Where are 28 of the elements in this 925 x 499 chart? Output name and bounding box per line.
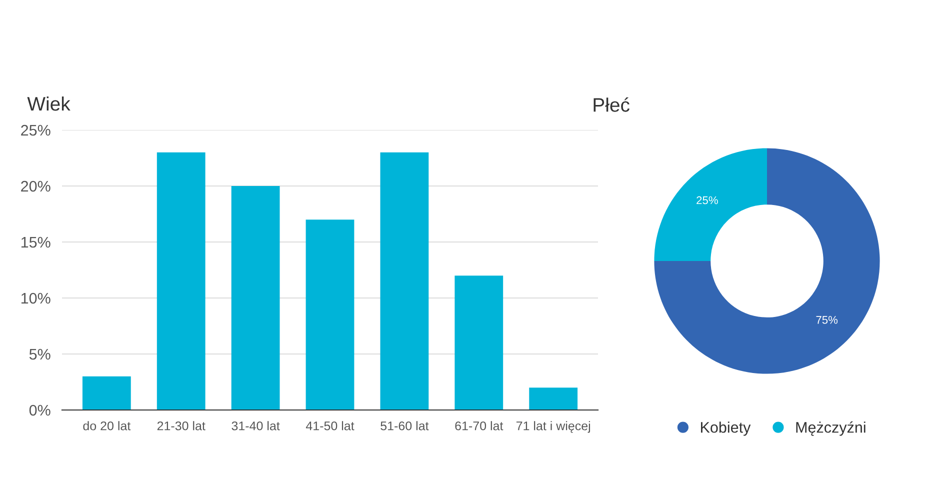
data-label: 25% — [696, 196, 718, 204]
legend-label: Kobiety — [701, 422, 751, 436]
y-tick-label: 25% — [21, 124, 50, 136]
chart-title: Wiek — [27, 96, 70, 111]
x-tick-label: 71 lat i więcej — [516, 421, 590, 433]
bar — [231, 186, 280, 410]
bar — [82, 376, 131, 410]
y-tick-label: 10% — [21, 292, 50, 304]
donut-slice — [654, 148, 880, 374]
bar — [306, 220, 354, 410]
x-tick-label: 61-70 lat — [455, 421, 504, 430]
x-tick-label: 51-60 lat — [380, 421, 429, 430]
donut-slice — [654, 148, 767, 261]
y-tick-label: 20% — [21, 180, 50, 192]
y-tick-label: 15% — [21, 236, 50, 248]
data-label: 75% — [816, 316, 838, 324]
x-tick-label: 21-30 lat — [157, 421, 206, 430]
x-tick-label: do 20 lat — [83, 421, 131, 430]
y-tick-label: 0% — [29, 404, 50, 416]
bar — [454, 276, 504, 410]
x-tick-label: 31-40 lat — [232, 421, 280, 430]
x-tick-label: 41-50 lat — [306, 421, 354, 430]
bar — [529, 388, 578, 410]
bar — [380, 152, 429, 410]
bar — [156, 152, 206, 410]
legend-label: Mężczyźni — [796, 421, 866, 436]
y-tick-label: 5% — [29, 348, 50, 360]
chart-title: Płeć — [594, 97, 630, 112]
